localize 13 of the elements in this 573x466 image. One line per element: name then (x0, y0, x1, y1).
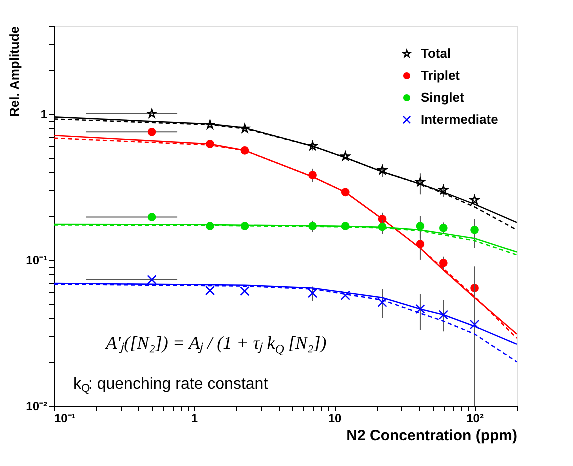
legend-label: Singlet (421, 90, 466, 105)
x-tick-label: 10⁻¹ (54, 412, 76, 426)
x-tick-label: 10 (328, 412, 342, 426)
x-axis-title: N2 Concentration (ppm) (346, 428, 518, 444)
y-tick-label: 1 (40, 107, 48, 122)
y-tick-label: 10⁻² (26, 400, 48, 414)
legend-label: Total (421, 46, 452, 61)
x-tick-label: 10² (466, 412, 484, 426)
legend-label: Triplet (421, 68, 461, 83)
legend-label: Intermediate (421, 112, 498, 127)
y-axis-title: Rel. Amplitude (7, 26, 22, 118)
y-tick-label: 10⁻¹ (26, 253, 48, 268)
x-tick-label: 1 (191, 412, 198, 426)
